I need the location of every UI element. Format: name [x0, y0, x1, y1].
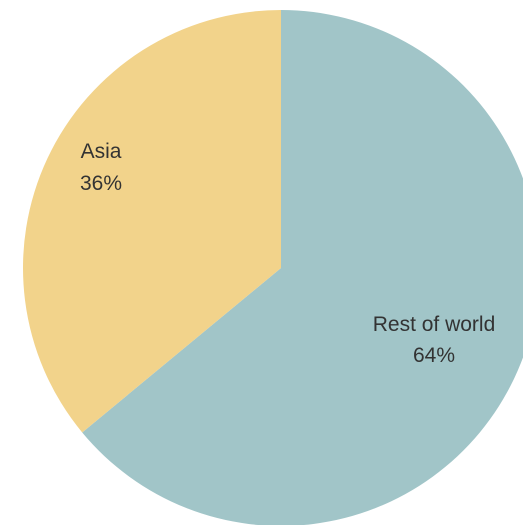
pie-slice-asia: [23, 10, 282, 433]
slice-value-asia: 36%: [80, 172, 122, 195]
slice-value-rest-of-world: 64%: [413, 344, 455, 367]
slice-label-rest-of-world: Rest of world: [373, 313, 496, 336]
slice-label-asia: Asia: [81, 140, 122, 163]
pie-slices: [23, 10, 523, 525]
pie-labels: Rest of world 64% Asia 36%: [80, 140, 495, 367]
pie-slice-rest-of-world: [82, 10, 523, 525]
